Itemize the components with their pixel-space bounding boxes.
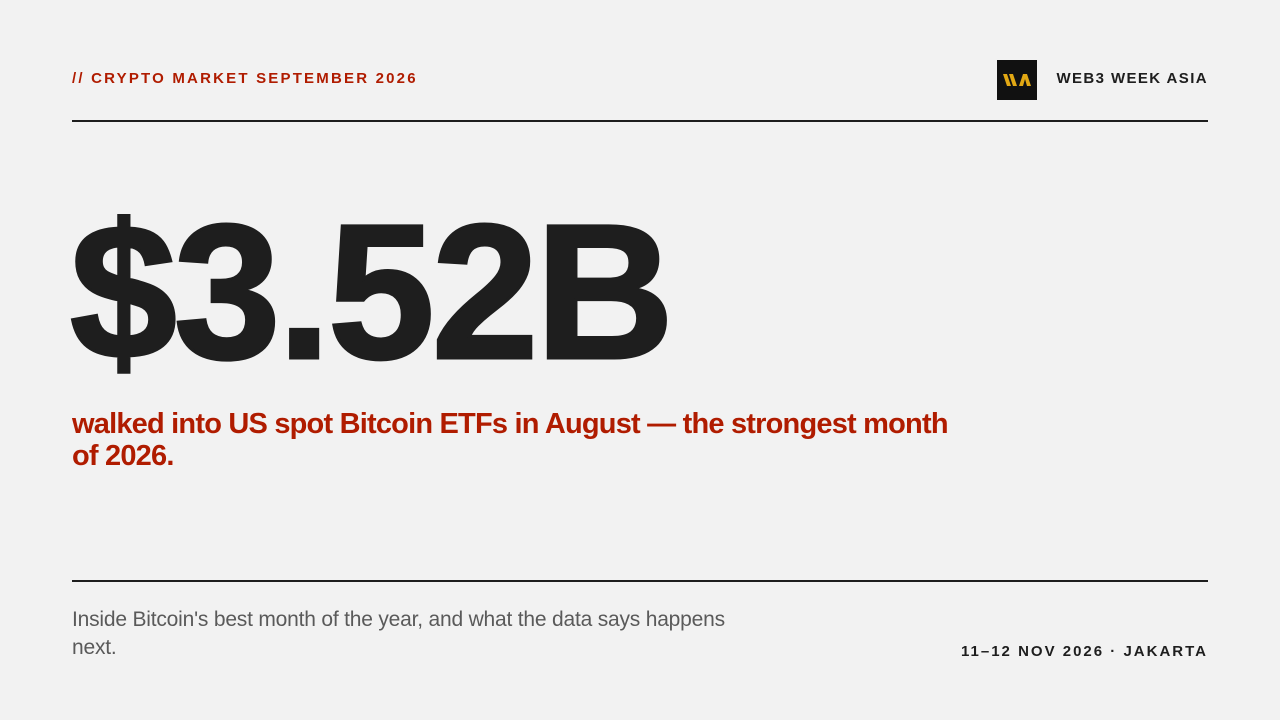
summary: Inside Bitcoin's best month of the year,…	[72, 608, 725, 659]
logo-background	[997, 60, 1037, 100]
logo-mark	[1003, 74, 1031, 86]
logo	[997, 60, 1037, 100]
divider	[72, 580, 1208, 582]
hero-figure: $3.52B	[68, 184, 675, 399]
divider	[72, 120, 1208, 122]
kicker: // CRYPTO MARKET SEPTEMBER 2026	[72, 70, 418, 87]
event-info: 11–12 NOV 2026 · JAKARTA	[961, 643, 1208, 660]
hero-caption: walked into US spot Bitcoin ETFs in Augu…	[72, 408, 949, 472]
brand: WEB3 WEEK ASIA	[1056, 70, 1208, 87]
